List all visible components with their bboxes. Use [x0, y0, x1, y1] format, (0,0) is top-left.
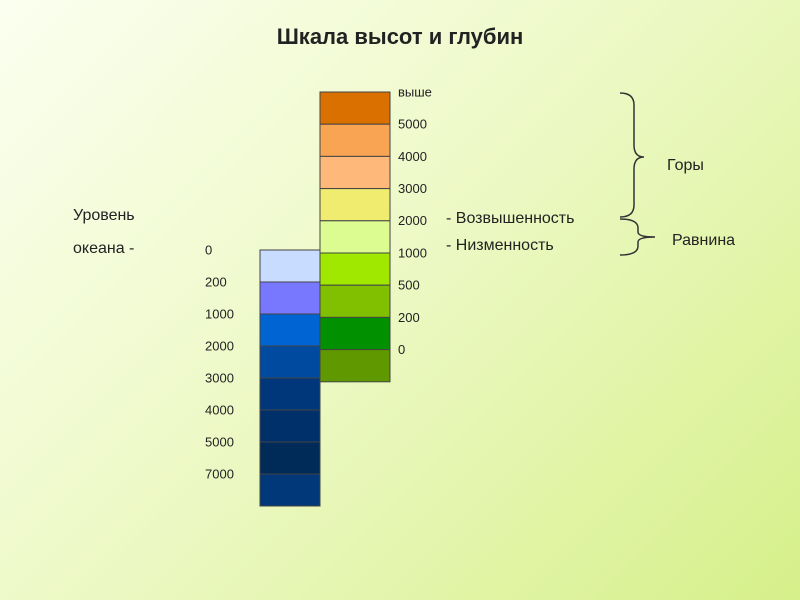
- scale-cell: [319, 252, 391, 286]
- scale-label: 200: [205, 274, 227, 289]
- scale-cell: [319, 123, 391, 157]
- group-label: Равнина: [672, 232, 735, 249]
- scale-label: выше: [398, 84, 432, 99]
- sea-level-label: Уровень: [73, 207, 135, 224]
- brace: [619, 218, 656, 256]
- scale-label: 2000: [205, 338, 234, 353]
- scale-cell: [319, 91, 391, 125]
- scale-cell: [259, 473, 321, 507]
- title: Шкала высот и глубин: [277, 24, 524, 49]
- scale-cell: [259, 345, 321, 379]
- scale-label: 500: [398, 278, 420, 293]
- scale-cell: [259, 441, 321, 475]
- scale-label: 3000: [398, 181, 427, 196]
- brace: [619, 92, 645, 218]
- group-label: Горы: [667, 157, 704, 174]
- scale-label: 2000: [398, 213, 427, 228]
- scale-label: 4000: [205, 402, 234, 417]
- sea-level-label: океана -: [73, 240, 134, 257]
- scale-cell: [259, 377, 321, 411]
- scale-cell: [319, 155, 391, 190]
- scale-cell: [319, 188, 391, 222]
- scale-label: 200: [398, 310, 420, 325]
- scale-label: 1000: [398, 245, 427, 260]
- scale-cell: [259, 409, 321, 443]
- scale-label: 0: [398, 342, 405, 357]
- scale-cell: [319, 316, 391, 351]
- scale-label: 0: [205, 242, 212, 257]
- scale-label: 5000: [205, 434, 234, 449]
- scale-label: 4000: [398, 149, 427, 164]
- scale-label: 5000: [398, 117, 427, 132]
- scale-cell: [319, 284, 391, 318]
- scale-label: 3000: [205, 370, 234, 385]
- landform-label: - Низменность: [446, 237, 554, 254]
- scale-cell: [319, 220, 391, 254]
- scale-cell: [259, 249, 321, 283]
- landform-label: - Возвышенность: [446, 210, 574, 227]
- scale-cell: [319, 349, 391, 383]
- scale-label: 1000: [205, 306, 234, 321]
- scale-cell: [259, 313, 321, 347]
- scale-cell: [259, 281, 321, 315]
- scale-label: 7000: [205, 466, 234, 481]
